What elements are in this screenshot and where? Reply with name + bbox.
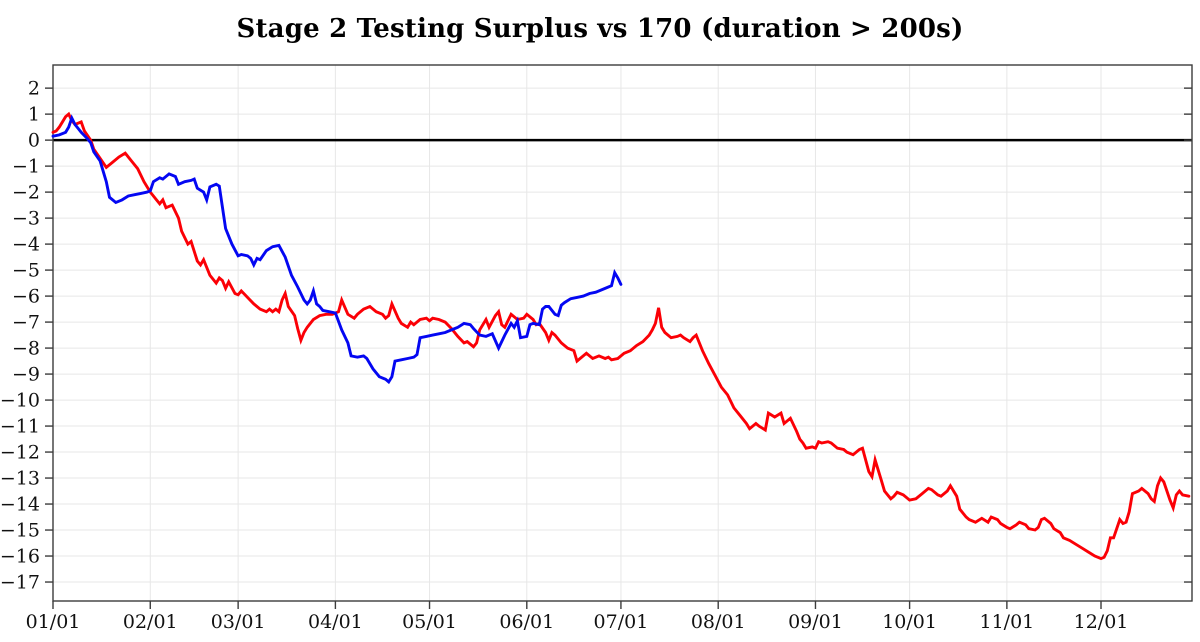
y-tick-label: 2 xyxy=(28,78,40,100)
x-tick-label: 12/01 xyxy=(1074,611,1129,633)
y-tick-label: −13 xyxy=(0,468,40,490)
x-tick-label: 03/01 xyxy=(211,611,266,633)
x-tick-label: 01/01 xyxy=(26,611,81,633)
y-tick-label: −7 xyxy=(12,312,40,334)
x-tick-label: 11/01 xyxy=(979,611,1034,633)
y-tick-label: −10 xyxy=(0,390,40,412)
y-tick-label: −4 xyxy=(12,234,40,256)
y-tick-label: −2 xyxy=(12,182,40,204)
x-tick-label: 05/01 xyxy=(402,611,457,633)
y-tick-label: −16 xyxy=(0,546,40,568)
y-tick-label: −1 xyxy=(12,156,40,178)
y-tick-label: −15 xyxy=(0,520,40,542)
x-tick-label: 09/01 xyxy=(788,611,843,633)
x-tick-label: 07/01 xyxy=(594,611,649,633)
x-tick-label: 10/01 xyxy=(882,611,937,633)
chart-title: Stage 2 Testing Surplus vs 170 (duration… xyxy=(236,14,964,44)
x-tick-label: 06/01 xyxy=(499,611,554,633)
series-blue-line xyxy=(51,114,623,385)
y-tick-label: −3 xyxy=(12,208,40,230)
y-tick-label: −11 xyxy=(0,416,40,438)
y-tick-label: −14 xyxy=(0,494,40,516)
y-tick-label: −5 xyxy=(12,260,40,282)
y-tick-label: −8 xyxy=(12,338,40,360)
series-red-line xyxy=(51,111,1191,561)
x-tick-label: 02/01 xyxy=(123,611,178,633)
plot-border xyxy=(52,64,1193,602)
x-tick-label: 04/01 xyxy=(308,611,363,633)
y-tick-label: −9 xyxy=(12,364,40,386)
y-tick-label: 0 xyxy=(28,130,40,152)
y-tick-label: −6 xyxy=(12,286,40,308)
y-tick-label: −12 xyxy=(0,442,40,464)
x-tick-label: 08/01 xyxy=(691,611,746,633)
y-tick-label: 1 xyxy=(28,104,40,126)
y-tick-label: −17 xyxy=(0,572,40,594)
